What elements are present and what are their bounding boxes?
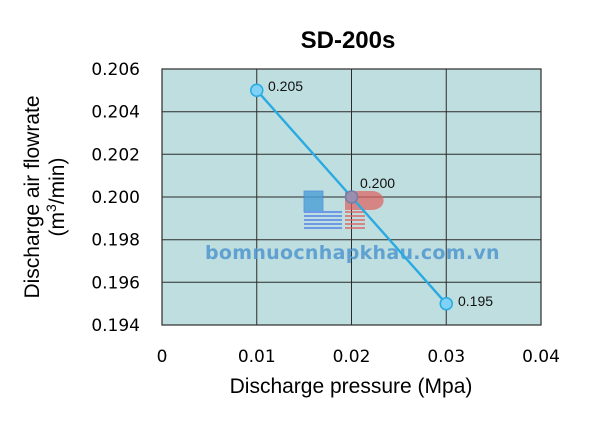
grid-lines xyxy=(162,69,541,325)
y-tick-label: 0.206 xyxy=(91,60,140,80)
y-axis-label-line1: Discharge air flowrate xyxy=(21,95,44,298)
x-tick-label: 0 xyxy=(157,347,168,367)
data-point-marker[interactable] xyxy=(250,83,264,98)
y-axis-label-superscript: 3 xyxy=(43,204,59,212)
y-axis-label-suffix: /min) xyxy=(46,158,69,205)
y-axis-ticks: 0.206 0.204 0.202 0.200 0.198 0.196 0.19… xyxy=(91,60,140,336)
y-tick-label: 0.200 xyxy=(91,188,140,208)
x-tick-label: 0.03 xyxy=(427,347,465,367)
x-tick-label: 0.01 xyxy=(238,347,276,367)
chart-title: SD-200s xyxy=(301,27,396,54)
logo-letter-l-icon xyxy=(303,190,342,229)
x-tick-label: 0.02 xyxy=(333,347,371,367)
y-axis-label-prefix: (m xyxy=(46,212,69,237)
x-axis-ticks: 0 0.01 0.02 0.03 0.04 xyxy=(157,347,560,367)
data-label: 0.205 xyxy=(268,78,303,94)
x-tick-label: 0.04 xyxy=(522,347,560,367)
x-axis-label: Discharge pressure (Mpa) xyxy=(230,375,473,398)
watermark-text: bomnuocnhapkhau.com.vn xyxy=(205,242,500,264)
data-point-marker[interactable] xyxy=(344,190,359,204)
y-tick-label: 0.202 xyxy=(91,145,140,165)
y-tick-label: 0.194 xyxy=(91,316,140,336)
data-label: 0.195 xyxy=(458,293,493,309)
data-point-marker[interactable] xyxy=(439,296,453,311)
y-tick-label: 0.196 xyxy=(91,273,140,293)
y-tick-label: 0.204 xyxy=(91,103,140,123)
y-tick-label: 0.198 xyxy=(91,231,140,251)
y-axis-label-line2: (m3/min) xyxy=(43,158,69,237)
y-axis-label: Discharge air flowrate (m3/min) xyxy=(21,95,69,298)
data-label: 0.200 xyxy=(360,175,395,191)
